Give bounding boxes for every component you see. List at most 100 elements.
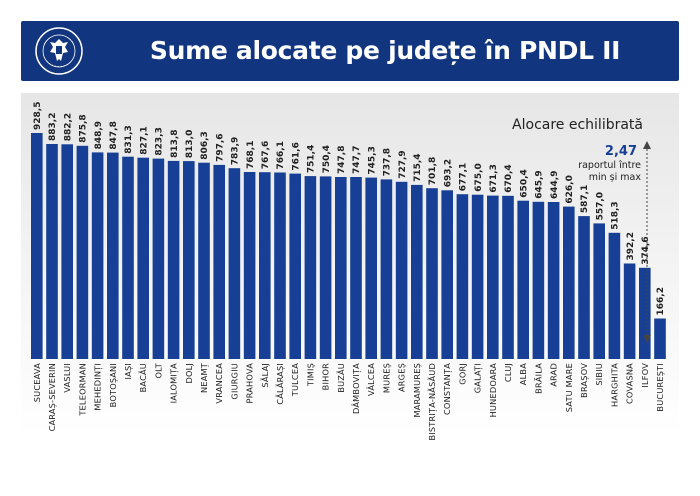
category-label-40: ILFOV <box>640 363 650 388</box>
value-label-27: 693,2 <box>443 159 453 187</box>
category-label-5: BOTOȘANI <box>108 363 119 407</box>
value-label-9: 813,8 <box>170 129 180 157</box>
bar-chart: 928,5 SUCEAVA 883,2 CARAȘ-SEVERIN 882,2 VASLU… <box>31 102 666 441</box>
value-label-30: 671,3 <box>489 164 499 192</box>
value-label-14: 768,1 <box>246 141 256 169</box>
bar-12 <box>213 164 225 359</box>
category-label-13: GIURGIU <box>229 363 239 400</box>
value-label-38: 518,3 <box>611 201 621 229</box>
category-label-4: MEHEDINȚI <box>93 363 104 411</box>
bar-16 <box>274 172 286 359</box>
value-label-1: 883,2 <box>48 113 58 141</box>
category-label-36: BRAȘOV <box>579 363 590 398</box>
category-label-15: SĂLAJ <box>259 363 270 388</box>
ratio-bracket <box>643 141 651 343</box>
value-label-22: 745,3 <box>367 146 377 174</box>
bar-0 <box>31 133 43 359</box>
category-label-27: CONSTANȚA <box>442 363 453 415</box>
category-label-10: DOLJ <box>184 363 194 384</box>
category-label-24: ARGEȘ <box>397 363 408 392</box>
value-label-15: 767,6 <box>261 141 271 169</box>
bar-8 <box>152 158 165 359</box>
category-label-21: DÂMBOVIȚA <box>350 363 362 414</box>
value-label-26: 701,8 <box>428 157 438 185</box>
category-label-16: CĂLĂRAȘI <box>274 363 286 405</box>
bar-32 <box>517 200 529 359</box>
category-label-2: VASLUI <box>62 363 72 393</box>
annotation-ratio: 2,47 <box>605 144 637 159</box>
bar-41 <box>654 318 666 359</box>
bar-33 <box>532 201 545 359</box>
category-label-17: TULCEA <box>290 363 300 397</box>
annotation-title: Alocare echilibrată <box>512 117 643 133</box>
value-label-37: 557,0 <box>595 192 605 220</box>
value-label-11: 806,3 <box>200 131 210 159</box>
category-label-35: SATU MARE <box>564 363 574 412</box>
bar-23 <box>380 179 393 359</box>
category-label-32: ALBA <box>518 363 528 385</box>
bar-22 <box>365 177 377 359</box>
value-label-8: 823,3 <box>155 127 165 155</box>
bar-38 <box>608 232 621 359</box>
category-label-18: TIMIȘ <box>305 363 316 387</box>
bar-39 <box>623 263 636 359</box>
value-label-4: 848,9 <box>94 121 104 149</box>
category-label-9: IALOMIȚA <box>169 363 180 404</box>
bar-19 <box>319 176 332 359</box>
annotation-desc-line1: raportul între <box>578 160 641 171</box>
category-label-31: CLUJ <box>503 363 513 382</box>
header-banner: Sume alocate pe județe în PNDL II <box>21 21 679 81</box>
bar-35 <box>563 206 575 359</box>
category-label-7: BACĂU <box>137 363 148 392</box>
bar-40 <box>639 267 651 359</box>
category-label-6: IAȘI <box>123 363 134 379</box>
value-label-3: 875,8 <box>79 114 89 142</box>
category-label-25: MARAMUREȘ <box>412 363 423 418</box>
category-label-0: SUCEAVA <box>32 363 42 402</box>
category-label-3: TELEORMAN <box>77 363 87 417</box>
bar-26 <box>426 188 438 359</box>
value-label-2: 882,2 <box>63 113 73 141</box>
bar-28 <box>456 194 469 359</box>
bars-group: 928,5 SUCEAVA 883,2 CARAȘ-SEVERIN 882,2 VASLU… <box>31 102 666 441</box>
value-label-7: 827,1 <box>139 126 149 154</box>
bar-10 <box>183 161 195 359</box>
bar-13 <box>228 168 241 359</box>
value-label-5: 847,8 <box>109 121 119 149</box>
bar-11 <box>198 162 210 359</box>
bar-1 <box>46 144 58 359</box>
category-label-29: GALAȚI <box>473 363 484 393</box>
category-label-26: BISTRIȚA-NĂSĂUD <box>426 363 438 441</box>
value-label-40: 374,6 <box>641 236 651 264</box>
bar-6 <box>122 156 134 359</box>
bar-14 <box>243 172 256 359</box>
value-label-10: 813,0 <box>185 130 195 158</box>
category-label-8: OLT <box>153 362 163 378</box>
value-label-35: 626,0 <box>565 175 575 203</box>
bar-2 <box>61 144 73 359</box>
bar-4 <box>91 152 104 359</box>
category-label-12: VRANCEA <box>214 363 224 404</box>
bar-24 <box>395 181 408 359</box>
value-label-32: 650,4 <box>519 169 529 197</box>
annotation-desc-line2: min și max <box>589 172 642 183</box>
bar-27 <box>441 190 453 359</box>
bar-5 <box>107 152 119 359</box>
value-label-17: 761,6 <box>291 142 301 170</box>
category-label-33: BRĂILA <box>532 363 543 394</box>
category-label-20: BUZĂU <box>335 363 346 393</box>
value-label-6: 831,3 <box>124 125 134 153</box>
category-label-39: COVASNA <box>625 363 635 404</box>
value-label-29: 675,0 <box>474 163 484 191</box>
bar-9 <box>167 160 180 359</box>
value-label-18: 751,4 <box>307 145 317 173</box>
category-label-14: PRAHOVA <box>245 363 255 404</box>
value-label-13: 783,9 <box>231 137 241 165</box>
bar-18 <box>304 176 317 359</box>
bar-36 <box>578 216 590 359</box>
value-label-28: 677,1 <box>459 163 469 191</box>
value-label-39: 392,2 <box>626 232 636 260</box>
category-label-23: MUREȘ <box>381 363 392 393</box>
bar-29 <box>471 194 484 359</box>
value-label-33: 645,9 <box>535 170 545 198</box>
